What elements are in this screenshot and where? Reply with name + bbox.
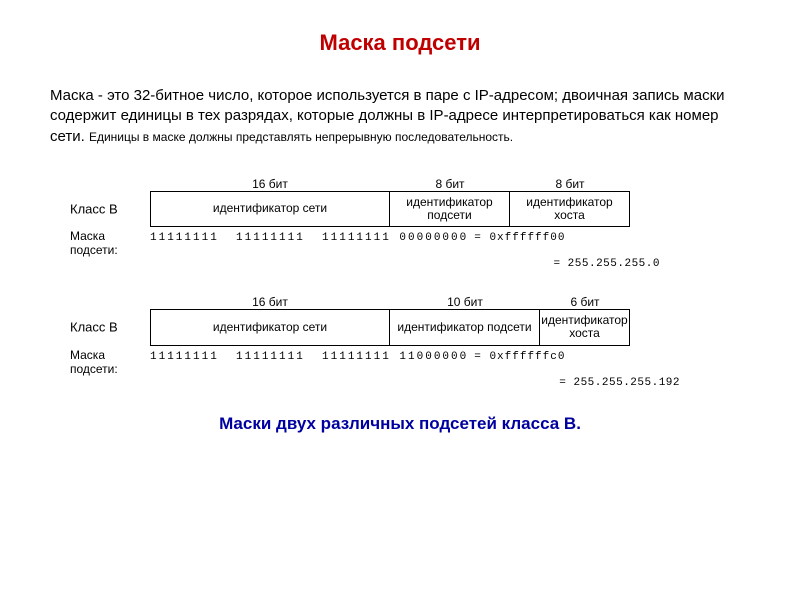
d1-mask-dec: = 255.255.255.0 xyxy=(70,258,660,270)
d2-bits-col1: 16 бит xyxy=(150,295,390,309)
d1-bits-col1: 16 бит xyxy=(150,177,390,191)
d1-bits-header: 16 бит 8 бит 8 бит xyxy=(150,177,750,191)
d2-mask-label: Маска подсети: xyxy=(70,348,150,376)
d1-mask-bits: 11111111 11111111 11111111 00000000 xyxy=(150,232,468,244)
d2-box-hostid: идентификатор хоста xyxy=(540,309,630,345)
d1-class-label: Класс В xyxy=(70,201,145,216)
d1-mask-hex: = 0xffffff00 xyxy=(474,232,565,244)
d2-bits-col3: 6 бит xyxy=(540,295,630,309)
d1-mask-label: Маска подсети: xyxy=(70,229,150,257)
diagrams-area: 16 бит 8 бит 8 бит Класс В идентификатор… xyxy=(70,177,750,389)
definition-paragraph: Маска - это 32-битное число, которое исп… xyxy=(50,86,750,147)
page-title: Маска подсети xyxy=(50,30,750,56)
d2-mask-row: Маска подсети: 11111111 11111111 1111111… xyxy=(70,348,750,376)
d1-bits-col3: 8 бит xyxy=(510,177,630,191)
d1-box-netid: идентификатор сети xyxy=(150,191,390,227)
definition-tail: Единицы в маске должны представлять непр… xyxy=(89,130,513,144)
d1-box-row: Класс В идентификатор сети идентификатор… xyxy=(150,191,750,227)
d2-mask-bits: 11111111 11111111 11111111 11000000 xyxy=(150,351,468,363)
d2-box-subnetid: идентификатор подсети xyxy=(390,309,540,345)
d1-bits-col2: 8 бит xyxy=(390,177,510,191)
d2-mask-hex: = 0xffffffc0 xyxy=(474,351,565,363)
d1-mask-row: Маска подсети: 11111111 11111111 1111111… xyxy=(70,229,750,257)
diagram-2: 16 бит 10 бит 6 бит Класс В идентификато… xyxy=(70,295,750,388)
d2-bits-col2: 10 бит xyxy=(390,295,540,309)
d1-box-hostid: идентификатор хоста xyxy=(510,191,630,227)
d2-box-netid: идентификатор сети xyxy=(150,309,390,345)
diagram-1: 16 бит 8 бит 8 бит Класс В идентификатор… xyxy=(70,177,750,270)
d2-box-row: Класс В идентификатор сети идентификатор… xyxy=(150,309,750,345)
footer-caption: Маски двух различных подсетей класса В. xyxy=(50,414,750,434)
d2-class-label: Класс В xyxy=(70,320,145,335)
d1-box-subnetid: идентификатор подсети xyxy=(390,191,510,227)
d2-bits-header: 16 бит 10 бит 6 бит xyxy=(150,295,750,309)
d2-mask-dec: = 255.255.255.192 xyxy=(70,377,680,389)
